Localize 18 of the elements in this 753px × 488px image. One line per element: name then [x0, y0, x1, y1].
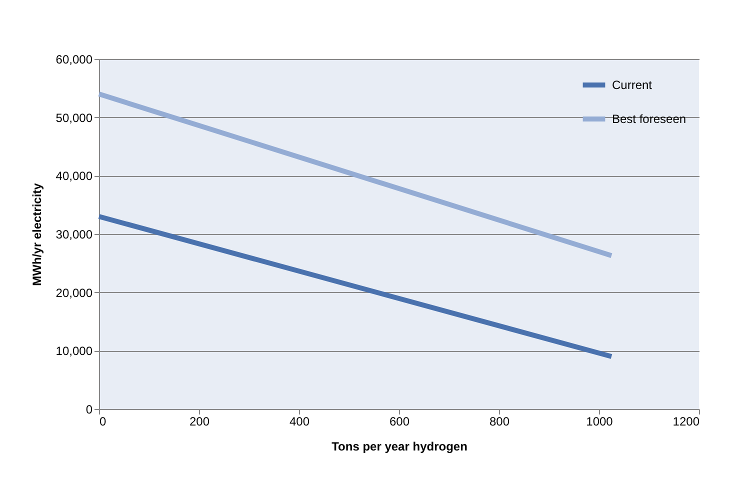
legend-label: Current [612, 78, 653, 92]
y-axis-title: MWh/yr electricity [30, 182, 44, 286]
x-tick-label: 600 [389, 414, 410, 428]
x-tick-label: 400 [289, 414, 310, 428]
y-tick-label: 20,000 [56, 286, 93, 300]
legend-label: Best foreseen [612, 112, 686, 126]
x-tick-label: 1000 [586, 414, 614, 428]
x-tick-label: 0 [100, 414, 106, 428]
y-tick-label: 10,000 [56, 344, 93, 358]
y-tick-label: 50,000 [56, 110, 93, 125]
y-tick-label: 30,000 [56, 228, 93, 242]
y-tick-label: 0 [86, 402, 93, 416]
x-tick-label: 800 [489, 414, 510, 428]
x-tick-label: 200 [189, 414, 210, 428]
x-tick-label: 1200 [672, 414, 700, 428]
x-axis-title: Tons per year hydrogen [332, 440, 468, 454]
y-tick-label: 40,000 [56, 169, 93, 184]
y-tick-label: 60,000 [56, 52, 93, 66]
